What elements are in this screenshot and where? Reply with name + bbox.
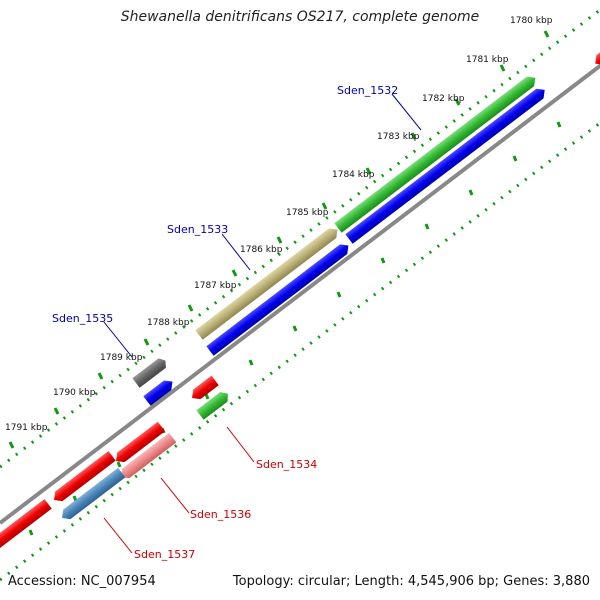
gene-sden-1534-red[interactable] <box>188 375 219 403</box>
tick-label: 1780 kbp <box>510 16 553 26</box>
tick-mark <box>321 202 328 210</box>
tick-labels: 1780 kbp 1781 kbp 1782 kbp 1783 kbp 1784… <box>5 16 553 433</box>
tick-mark <box>499 64 506 72</box>
label-leaders <box>103 93 422 554</box>
tick-mark <box>97 372 104 380</box>
tick-label: 1790 kbp <box>53 388 96 398</box>
leader-sden-1533 <box>221 233 251 271</box>
tick-mark <box>468 189 474 196</box>
tick-label: 1788 kbp <box>147 318 190 328</box>
blue-feature[interactable] <box>143 377 176 406</box>
tick-label: 1785 kbp <box>286 208 329 218</box>
tick-mark <box>543 30 550 38</box>
tick-mark <box>292 325 298 332</box>
tick-mark <box>380 257 386 264</box>
tick-mark <box>424 223 430 230</box>
blue-feature[interactable] <box>345 85 548 244</box>
tick-mark <box>28 529 34 536</box>
tick-label: 1789 kbp <box>100 353 143 363</box>
gene-label-sden-1536: Sden_1536 <box>190 508 251 521</box>
gene-sden-1536[interactable] <box>117 432 177 482</box>
tick-mark <box>556 121 562 128</box>
tick-label: 1782 kbp <box>422 94 465 104</box>
tick-label: 1787 kbp <box>194 281 237 291</box>
tick-mark <box>410 132 417 140</box>
tick-mark <box>204 393 210 400</box>
tick-label: 1783 kbp <box>377 132 420 142</box>
tick-label: 1784 kbp <box>332 170 375 180</box>
leader-sden-1537 <box>103 517 133 554</box>
gene-sden-1534[interactable] <box>196 389 231 420</box>
tick-mark <box>336 291 342 298</box>
tick-label: 1786 kbp <box>240 245 283 255</box>
tick-mark <box>53 407 60 415</box>
genome-backbone <box>0 60 600 525</box>
gene-label-sden-1535: Sden_1535 <box>52 312 113 325</box>
forward-features <box>132 73 548 406</box>
tick-mark <box>248 359 254 366</box>
gene-sden-1532[interactable] <box>334 73 539 233</box>
tick-label: 1781 kbp <box>466 55 509 65</box>
tick-mark <box>187 304 194 312</box>
tick-mark <box>454 98 461 106</box>
tick-mark <box>276 236 283 244</box>
tick-mark <box>365 167 372 175</box>
map-title: Shewanella denitrificans OS217, complete… <box>120 9 480 25</box>
red-feature[interactable] <box>0 499 52 550</box>
gene-labels: Sden_1532 Sden_1533 Sden_1535 Sden_1534 … <box>52 84 398 561</box>
genome-stats-text: Topology: circular; Length: 4,545,906 bp… <box>232 574 590 589</box>
red-feature[interactable] <box>50 451 116 505</box>
red-feature[interactable] <box>112 421 166 466</box>
gene-sden-1535[interactable] <box>132 356 169 388</box>
inner-dotted-ring <box>0 118 600 594</box>
accession-text: Accession: NC_007954 <box>8 574 156 589</box>
reverse-features <box>0 43 600 550</box>
tick-mark <box>116 461 122 468</box>
tick-label: 1791 kbp <box>5 423 48 433</box>
blue-feature[interactable] <box>206 241 352 356</box>
leader-sden-1536 <box>160 477 190 514</box>
gene-sden-1533[interactable] <box>195 225 341 340</box>
gene-label-sden-1532: Sden_1532 <box>337 84 398 97</box>
gene-sden-1537[interactable] <box>58 467 126 523</box>
gene-label-sden-1534: Sden_1534 <box>256 458 317 471</box>
tick-mark <box>231 269 238 277</box>
leader-sden-1535 <box>103 321 133 358</box>
leader-sden-1534 <box>226 426 255 463</box>
tick-mark <box>8 441 15 449</box>
gene-label-sden-1533: Sden_1533 <box>167 223 228 236</box>
tick-mark <box>143 338 150 346</box>
leader-sden-1532 <box>391 93 422 131</box>
gene-label-sden-1537: Sden_1537 <box>134 548 195 561</box>
outer-dotted-ring <box>0 5 600 481</box>
tick-mark <box>512 155 518 162</box>
